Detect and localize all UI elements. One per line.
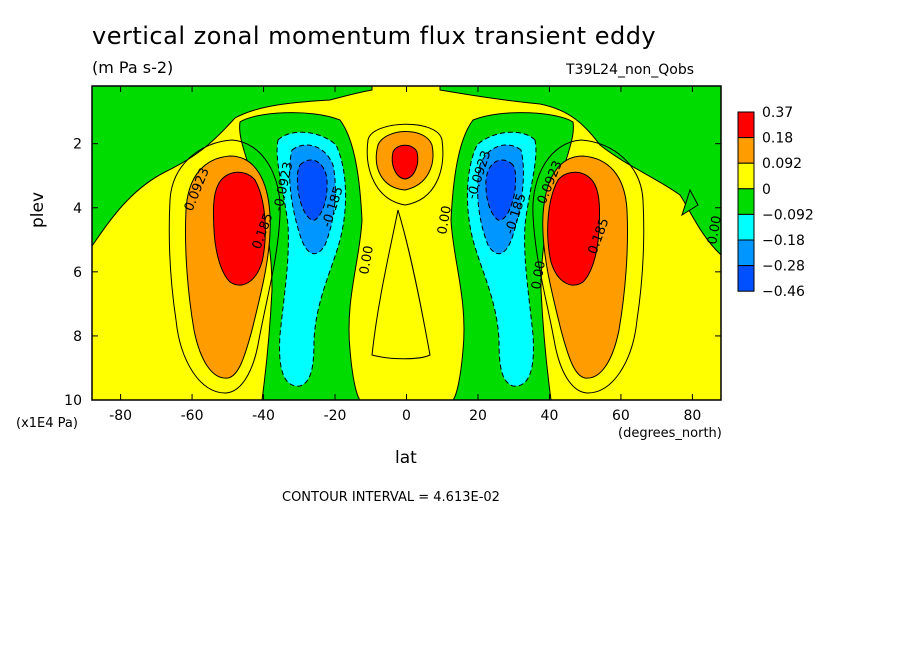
- colorbar-swatch: [737, 213, 755, 241]
- contour-label: 0.00: [705, 215, 725, 246]
- x-tick-label: 60: [612, 408, 630, 424]
- x-tick-label: -80: [109, 408, 132, 424]
- colorbar-label: 0.092: [762, 156, 802, 172]
- colorbar-label: 0: [762, 182, 771, 198]
- run-label: T39L24_non_Qobs: [566, 62, 695, 78]
- colorbar-label: −0.092: [762, 207, 814, 223]
- x-tick-label: -40: [252, 408, 275, 424]
- y-axis-units: (x1E4 Pa): [16, 416, 78, 431]
- chart-title: vertical zonal momentum flux transient e…: [92, 22, 657, 50]
- y-tick-label: 10: [64, 393, 82, 409]
- colorbar-swatch: [737, 188, 755, 215]
- contour-label: 0.00: [435, 205, 455, 236]
- colorbar-label: −0.46: [762, 284, 805, 300]
- x-tick-label: 40: [541, 408, 559, 424]
- red-core-center: [391, 144, 419, 180]
- colorbar-label: 0.18: [762, 131, 793, 147]
- x-tick-label: 80: [683, 408, 701, 424]
- colorbar: 0.37 0.18 0.092 0 −0.092 −0.18 −0.28 −0.46: [737, 105, 814, 300]
- x-tick-label: -20: [324, 408, 347, 424]
- contour-line: [532, 139, 645, 394]
- green-notch-right: [681, 188, 699, 217]
- colorbar-label: 0.37: [762, 105, 793, 121]
- plot-area: [92, 86, 721, 400]
- contour-label: 0.00: [357, 245, 377, 276]
- contour-label: 0.00: [529, 260, 549, 291]
- deepblue-core-right: [485, 159, 517, 221]
- green-region-top-right: [439, 86, 721, 256]
- x-axis-label: lat: [395, 448, 417, 468]
- colorbar-swatch: [737, 265, 755, 292]
- contour-line: [371, 209, 431, 360]
- colorbar-swatch: [737, 111, 755, 139]
- colorbar-label: −0.28: [762, 259, 805, 275]
- y-tick-label: 8: [73, 329, 82, 345]
- contour-line: [168, 139, 281, 394]
- red-core-right: [547, 171, 600, 286]
- y-tick-label: 6: [73, 265, 82, 281]
- colorbar-swatch: [737, 137, 755, 164]
- x-axis-units: (degrees_north): [618, 426, 722, 441]
- colorbar-swatch: [737, 162, 755, 190]
- x-tick-label: 20: [469, 408, 487, 424]
- x-tick-label: -60: [181, 408, 204, 424]
- contour-line: [366, 123, 444, 206]
- contour-interval: CONTOUR INTERVAL = 4.613E-02: [282, 490, 500, 505]
- colorbar-label: −0.18: [762, 233, 805, 249]
- red-core-left: [213, 171, 266, 286]
- y-tick-label: 4: [73, 201, 82, 217]
- green-region-top-left: [92, 86, 373, 247]
- x-tick-label: 0: [402, 408, 411, 424]
- deepblue-core-left: [296, 159, 328, 221]
- colorbar-swatch: [737, 239, 755, 267]
- y-tick-label: 2: [73, 137, 82, 153]
- chart-units: (m Pa s-2): [92, 58, 174, 77]
